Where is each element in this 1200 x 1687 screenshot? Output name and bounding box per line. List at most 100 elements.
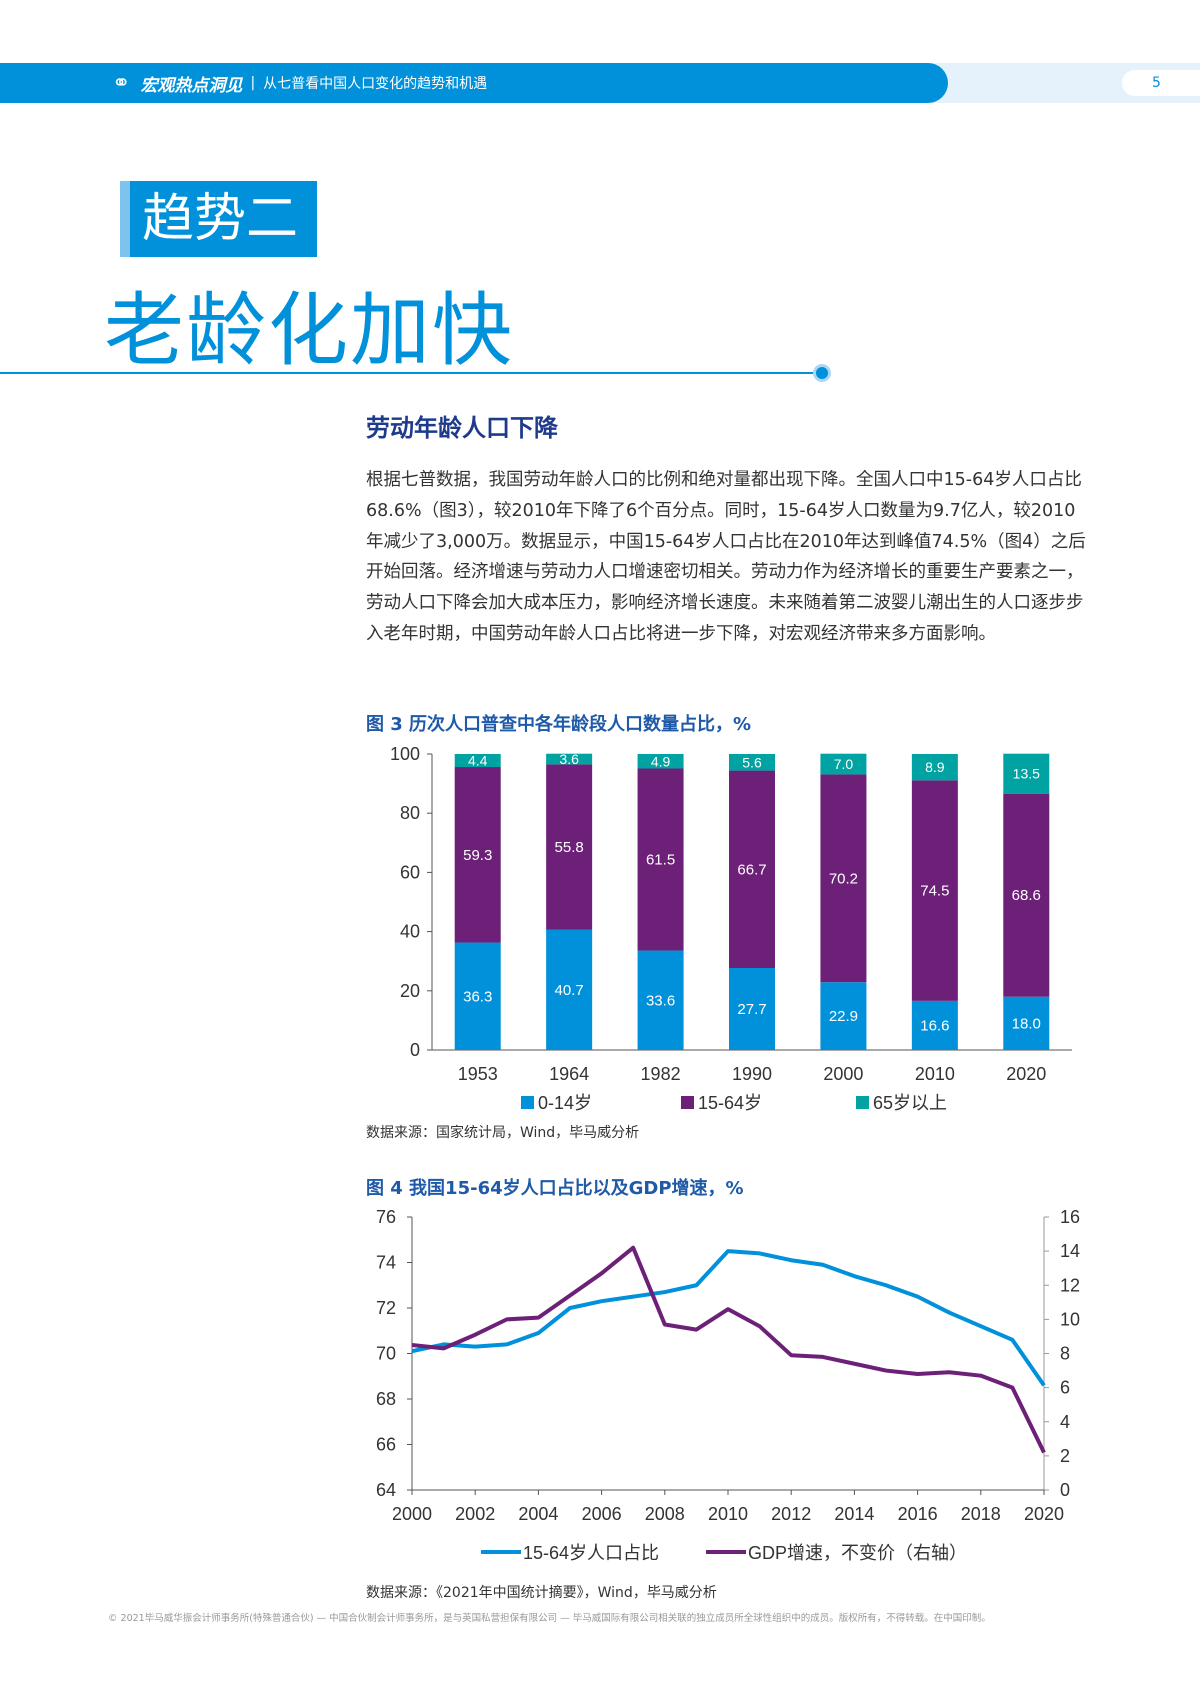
legend-label: 65岁以上 <box>873 1093 947 1113</box>
legend-label: 15-64岁人口占比 <box>523 1543 659 1563</box>
bar-segment <box>1003 793 1050 997</box>
right-tick-label: 12 <box>1060 1275 1080 1295</box>
header-bar: ⚭ 宏观热点洞见 | 从七普看中国人口变化的趋势和机遇 <box>0 63 948 103</box>
x-tick-label: 2004 <box>518 1504 558 1524</box>
data-label: 33.6 <box>646 992 675 1009</box>
right-tick-label: 0 <box>1060 1480 1070 1500</box>
page-number: 5 <box>1122 70 1200 96</box>
trend-tag: 趋势二 <box>120 181 317 257</box>
bar-segment <box>637 950 684 1050</box>
bar-segment <box>729 770 775 969</box>
bar-segment <box>546 753 593 765</box>
x-tick-label: 2020 <box>1024 1504 1064 1524</box>
right-tick-label: 14 <box>1060 1241 1080 1261</box>
right-tick-label: 8 <box>1060 1344 1070 1364</box>
x-tick-label: 1990 <box>732 1064 772 1084</box>
data-label: 66.7 <box>737 861 766 878</box>
fig4-source: 数据来源：《2021年中国统计摘要》，Wind，毕马威分析 <box>366 1585 717 1601</box>
data-label: 22.9 <box>829 1008 858 1025</box>
bar-segment <box>820 774 867 983</box>
legend-swatch <box>521 1096 534 1109</box>
x-tick-label: 2008 <box>645 1504 685 1524</box>
data-label: 7.0 <box>834 756 854 772</box>
bar-segment <box>454 767 501 943</box>
data-label: 74.5 <box>920 883 949 900</box>
y-tick-label: 40 <box>400 922 420 942</box>
x-tick-label: 1982 <box>641 1064 681 1084</box>
divider-dot <box>813 364 831 382</box>
section-heading: 劳动年龄人口下降 <box>366 414 558 442</box>
left-tick-label: 72 <box>376 1298 396 1318</box>
bar-segment <box>911 780 958 1001</box>
globe-magnifier-icon: ⚭ <box>112 70 131 96</box>
bar-segment <box>1003 996 1050 1050</box>
bar-segment <box>820 982 867 1050</box>
title-divider <box>0 372 815 374</box>
data-label: 59.3 <box>463 847 492 864</box>
bar-segment <box>454 942 501 1050</box>
page-title: 老龄化加快 <box>104 284 514 377</box>
bar-segment <box>911 1000 958 1050</box>
data-label: 68.6 <box>1012 887 1041 904</box>
bar-segment <box>1003 753 1050 794</box>
right-tick-label: 10 <box>1060 1309 1080 1329</box>
right-tick-label: 16 <box>1060 1207 1080 1227</box>
x-tick-label: 2014 <box>834 1504 874 1524</box>
data-label: 5.6 <box>742 754 762 770</box>
fig3-chart: 0 20 40 60 80 100 36.3 59.3 4.4 1953 40.7 55.8 3.6 19… <box>390 744 1072 1113</box>
bar-segment <box>820 753 867 775</box>
x-tick-label: 2016 <box>898 1504 938 1524</box>
data-label: 18.0 <box>1012 1015 1041 1032</box>
y-tick-label: 20 <box>400 981 420 1001</box>
legend-label: 0-14岁 <box>538 1093 592 1113</box>
fig3-source: 数据来源：国家统计局，Wind，毕马威分析 <box>366 1125 640 1141</box>
left-tick-label: 76 <box>376 1207 396 1227</box>
y-tick-label: 60 <box>400 862 420 882</box>
x-tick-label: 2006 <box>582 1504 622 1524</box>
x-tick-label: 1953 <box>458 1064 498 1084</box>
x-tick-label: 2000 <box>392 1504 432 1524</box>
x-tick-label: 2020 <box>1006 1064 1046 1084</box>
left-tick-label: 74 <box>376 1253 396 1273</box>
right-tick-label: 4 <box>1060 1412 1070 1432</box>
data-label: 8.9 <box>925 759 945 775</box>
legend-swatch <box>856 1096 869 1109</box>
data-label: 40.7 <box>555 982 584 999</box>
body-paragraph: 根据七普数据，我国劳动年龄人口的比例和绝对量都出现下降。全国人口中15-64岁人… <box>366 470 1086 644</box>
bar-segment <box>637 768 684 951</box>
data-label: 55.8 <box>555 839 584 856</box>
data-label: 27.7 <box>737 1001 766 1018</box>
x-tick-label: 2002 <box>455 1504 495 1524</box>
bar-segment <box>911 754 958 781</box>
left-tick-label: 66 <box>376 1435 396 1455</box>
x-tick-label: 2012 <box>771 1504 811 1524</box>
data-label: 16.6 <box>920 1017 949 1034</box>
data-label: 4.4 <box>468 753 488 769</box>
bar-segment <box>637 754 684 769</box>
left-tick-label: 70 <box>376 1344 396 1364</box>
series-line-right <box>411 1245 1046 1454</box>
data-label: 70.2 <box>829 870 858 887</box>
bar-segment <box>546 929 593 1050</box>
x-tick-label: 2010 <box>708 1504 748 1524</box>
brand-name: 宏观热点洞见 <box>140 75 243 96</box>
y-tick-label: 0 <box>410 1040 420 1060</box>
data-label: 3.6 <box>559 751 579 767</box>
legend-label: GDP增速，不变价（右轴） <box>748 1543 967 1563</box>
right-tick-label: 2 <box>1060 1446 1070 1466</box>
legend-swatch <box>681 1096 694 1109</box>
legend-label: 15-64岁 <box>698 1093 762 1113</box>
bar-segment <box>729 968 775 1050</box>
data-label: 36.3 <box>463 988 492 1005</box>
data-label: 4.9 <box>651 753 671 769</box>
header-separator: | <box>250 75 256 91</box>
left-tick-label: 64 <box>376 1480 396 1500</box>
x-tick-label: 1964 <box>549 1064 589 1084</box>
header-subtitle: 从七普看中国人口变化的趋势和机遇 <box>263 76 488 92</box>
data-label: 13.5 <box>1013 766 1040 782</box>
x-tick-label: 2018 <box>961 1504 1001 1524</box>
footer-copyright: © 2021毕马威华振会计师事务所(特殊普通合伙) — 中国合伙制会计师事务所，… <box>108 1613 991 1624</box>
fig3-caption: 图 3 历次人口普查中各年龄段人口数量占比，% <box>366 714 752 735</box>
fig4-caption: 图 4 我国15-64岁人口占比以及GDP增速，% <box>366 1178 744 1199</box>
